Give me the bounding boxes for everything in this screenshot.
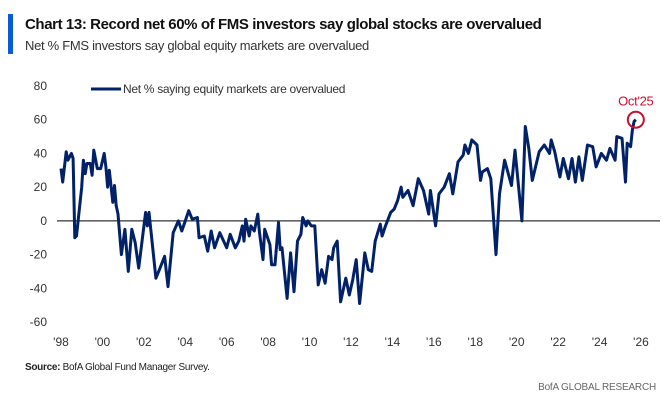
y-tick-label: -60 xyxy=(30,315,48,329)
accent-bar xyxy=(8,14,13,54)
series-line xyxy=(59,118,637,305)
chart-title: Chart 13: Record net 60% of FMS investor… xyxy=(25,16,542,33)
x-tick-label: '22 xyxy=(550,335,566,349)
y-axis: 80 60 40 20 0 -20 -40 -60 xyxy=(30,79,48,329)
x-tick-label: '06 xyxy=(219,335,235,349)
x-tick-label: '24 xyxy=(592,335,608,349)
y-tick-label: 20 xyxy=(34,180,48,194)
x-tick-label: '08 xyxy=(260,335,276,349)
x-tick-label: '14 xyxy=(385,335,401,349)
brand-label: BofA GLOBAL RESEARCH xyxy=(538,382,656,393)
x-tick-label: '18 xyxy=(467,335,483,349)
y-tick-label: 60 xyxy=(34,113,48,127)
x-tick-label: '10 xyxy=(302,335,318,349)
chart-subtitle: Net % FMS investors say global equity ma… xyxy=(25,38,369,53)
y-tick-label: 0 xyxy=(40,214,47,228)
x-tick-label: '04 xyxy=(177,335,193,349)
x-tick-label: '02 xyxy=(136,335,152,349)
annotation-label: Oct'25 xyxy=(618,94,653,109)
x-tick-label: '98 xyxy=(53,335,69,349)
x-tick-label: '20 xyxy=(509,335,525,349)
annotation-circle xyxy=(626,110,645,129)
legend: Net % saying equity markets are overvalu… xyxy=(91,82,345,96)
x-tick-label: '00 xyxy=(95,335,111,349)
legend-label: Net % saying equity markets are overvalu… xyxy=(123,82,345,96)
y-tick-label: -20 xyxy=(30,248,48,262)
x-tick-label: '26 xyxy=(633,335,649,349)
source-text: BofA Global Fund Manager Survey. xyxy=(60,362,210,373)
y-tick-label: 80 xyxy=(34,79,48,93)
source-label: Source: xyxy=(25,362,61,373)
x-tick-label: '16 xyxy=(426,335,442,349)
x-tick-label: '12 xyxy=(343,335,359,349)
y-tick-label: 40 xyxy=(34,146,48,160)
y-tick-label: -40 xyxy=(30,281,48,295)
x-axis: '98 '00 '02 '04 '06 '08 '10 '12 '14 '16 '18 '20 '22 '… xyxy=(53,335,649,349)
source-note: Source: BofA Global Fund Manager Survey. xyxy=(25,362,210,373)
